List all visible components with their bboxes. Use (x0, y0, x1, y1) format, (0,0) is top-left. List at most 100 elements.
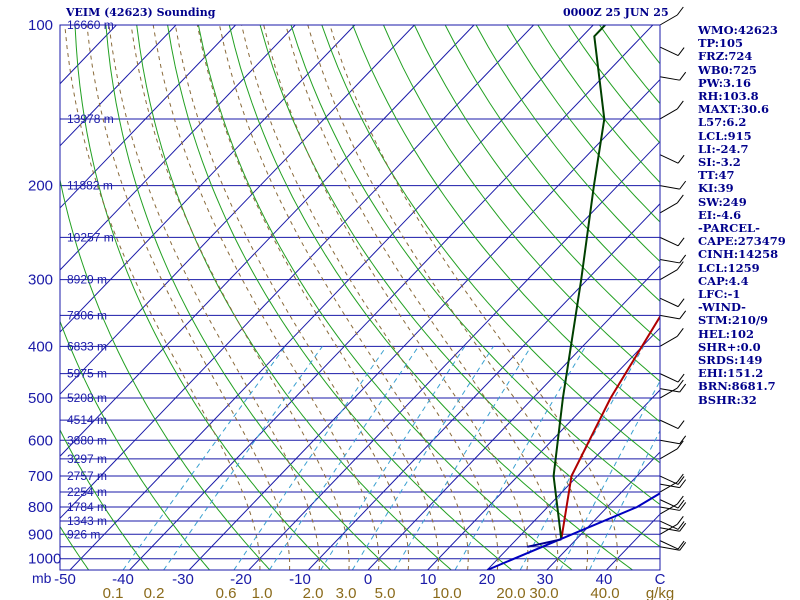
height-label: 8929 m (67, 273, 107, 287)
dry-adiabat-line (74, 25, 331, 570)
isotherm-line (188, 78, 660, 570)
wind-barb (659, 383, 687, 393)
wind-barb-staff (659, 154, 679, 164)
sounding-line (560, 314, 660, 540)
mixing-ratio-tick-label: 30.0 (529, 585, 558, 600)
dry-adiabat-line (259, 25, 660, 548)
pressure-tick-label: 1000 (28, 551, 61, 568)
height-label: 10257 m (67, 230, 114, 244)
wind-barb (659, 473, 684, 493)
isotherm-line (129, 25, 654, 570)
wind-barb-staff (659, 503, 678, 515)
mixing-ratio-tick-label: 40.0 (590, 585, 619, 600)
mixing-ratio-line (268, 346, 420, 570)
wind-barb-feather (679, 310, 687, 320)
dry-adiabat-line (60, 319, 210, 570)
index-row: CAP:4.4 (698, 273, 749, 288)
wind-barb (659, 328, 684, 347)
wind-barb-feather (679, 383, 687, 393)
wind-barb-feather (677, 47, 685, 56)
mixing-ratio-tick-label: 10.0 (432, 585, 461, 600)
wind-barbs (659, 6, 687, 570)
wind-barb-feather (676, 100, 684, 110)
mixing-ratio-tick-label: g/kg (646, 585, 674, 600)
wind-barb-feather (677, 420, 685, 429)
index-row: KI:39 (698, 181, 734, 196)
height-label: 926 m (67, 527, 100, 541)
index-row: MAXT:30.6 (698, 102, 769, 117)
dry-adiabat-line (105, 25, 392, 570)
pressure-tick-label: 300 (28, 272, 53, 289)
height-label: 5208 m (67, 391, 107, 405)
height-label: 1343 m (67, 514, 107, 528)
sounding-line (552, 25, 606, 540)
isotherm-line (248, 140, 660, 570)
temperature-tick-label: 20 (479, 571, 496, 588)
wind-barb-staff (659, 202, 678, 214)
wind-barb-feather (679, 502, 687, 511)
pressure-axis-label: mb (32, 570, 52, 586)
wind-barb-staff (659, 523, 678, 535)
temperature-tick-label: -50 (54, 571, 76, 588)
wind-barb-feather (679, 71, 687, 81)
mixing-ratio-line (351, 346, 494, 570)
pressure-tick-label: 400 (28, 338, 53, 355)
index-row: BRN:8681.7 (698, 379, 776, 394)
moist-adiabat-line (241, 25, 499, 570)
temperature-tick-label: C (655, 571, 666, 588)
dry-adiabat-line (413, 25, 660, 342)
wind-barb (659, 254, 687, 264)
wind-barb (659, 180, 687, 190)
wind-barb-feather (677, 154, 685, 164)
wind-barb-feather (677, 540, 685, 550)
index-row: EI:-4.6 (698, 207, 742, 222)
mixing-ratio-line (163, 346, 323, 570)
wind-barb (659, 297, 685, 308)
wind-barb-feather (676, 379, 684, 389)
wind-barb (659, 540, 685, 550)
isotherm-line (367, 265, 660, 570)
index-row: RH:103.8 (698, 89, 759, 104)
wind-barb-staff (659, 520, 679, 530)
wind-barb (659, 154, 685, 164)
wind-barb-feather (676, 261, 684, 270)
index-row: LFC:-1 (698, 287, 741, 302)
isotherm-line (60, 25, 534, 520)
height-label: 2254 m (67, 485, 107, 499)
temperature-tick-label: -30 (172, 571, 194, 588)
moist-adiabat-line (152, 25, 380, 570)
wind-barb-feather (676, 515, 684, 525)
wind-barb (659, 310, 687, 320)
wind-barb-staff (659, 481, 678, 493)
moist-adiabat-line (174, 25, 410, 570)
wind-barb (659, 479, 687, 489)
wind-barb (659, 46, 685, 56)
wind-barb (659, 419, 685, 430)
mixing-ratio-tick-label: 1.0 (252, 585, 273, 600)
sounding-traces (486, 25, 660, 570)
station-title: VEIM (42623) Sounding (66, 6, 216, 19)
index-row: CAPE:273479 (698, 234, 786, 249)
wind-barb (659, 515, 684, 535)
wind-barb (659, 495, 684, 515)
wind-barb-feather (679, 479, 687, 488)
index-row: EHI:151.2 (698, 366, 764, 381)
mixing-ratio-line (320, 346, 466, 570)
wind-barb-staff (659, 269, 678, 281)
wind-barb-staff (659, 76, 680, 81)
pressure-tick-label: 900 (28, 526, 53, 543)
isotherm-line (60, 25, 236, 209)
dry-adiabat-line (475, 25, 660, 263)
pressure-tick-label: 500 (28, 390, 53, 407)
wind-barb (659, 100, 684, 120)
index-row: LCL:1259 (698, 260, 760, 275)
temperature-tick-label: -10 (289, 571, 311, 588)
mixing-ratio-tick-label: 2.0 (303, 585, 324, 600)
height-label: 3880 m (67, 433, 107, 447)
index-row: WMO:42623 (698, 23, 778, 37)
index-row: L57:6.2 (698, 115, 747, 130)
wind-barb (659, 379, 684, 399)
dry-adiabat-line (0, 25, 28, 570)
mixing-ratio-tick-label: 5.0 (375, 585, 396, 600)
